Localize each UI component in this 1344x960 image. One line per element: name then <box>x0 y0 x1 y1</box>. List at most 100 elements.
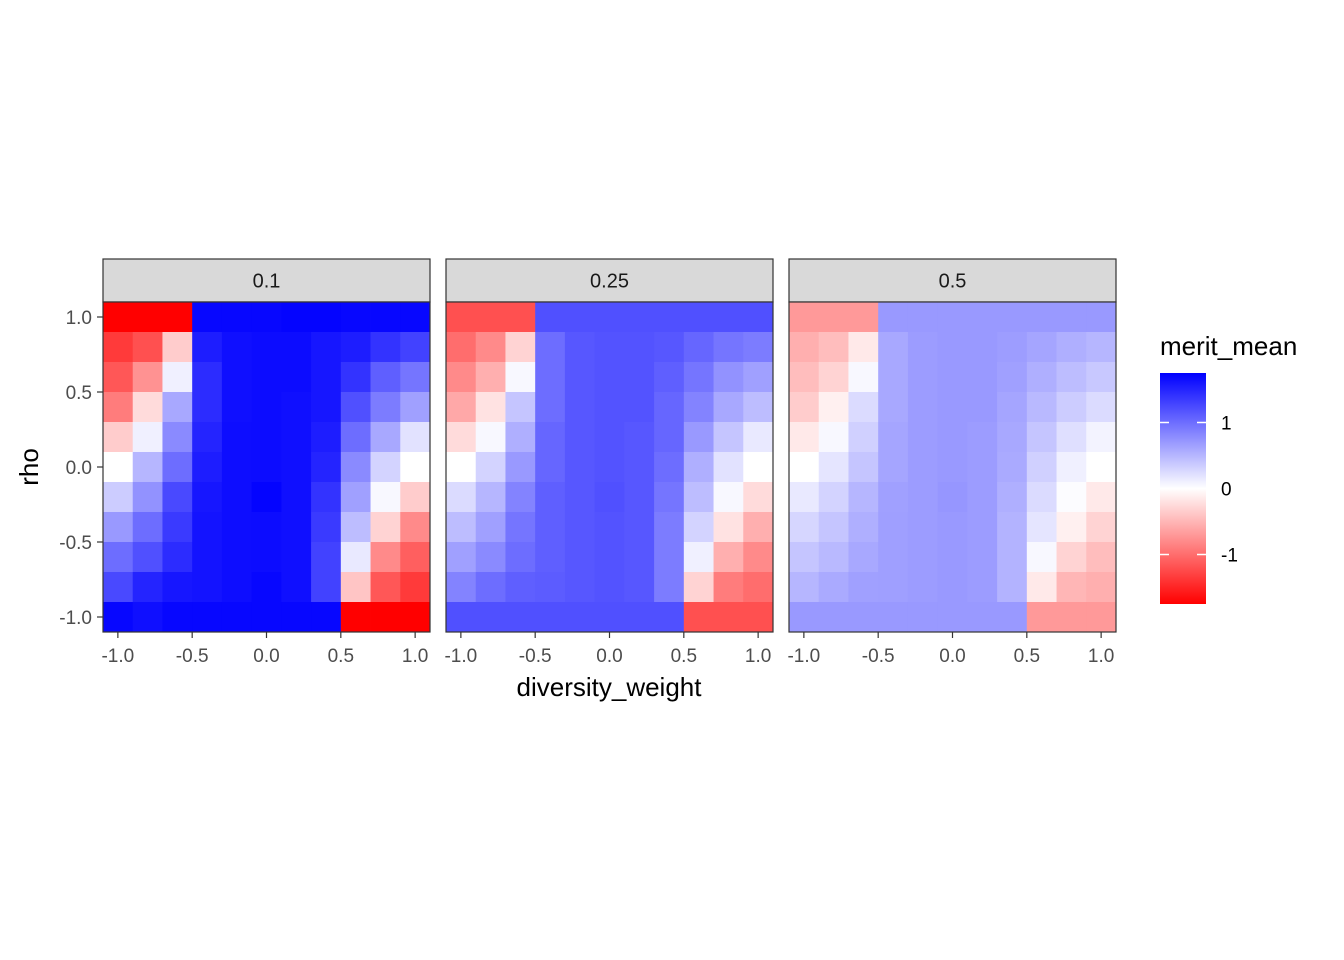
heatmap-cell <box>340 542 371 573</box>
heatmap-cell <box>311 362 342 393</box>
heatmap-cell <box>446 302 477 333</box>
heatmap-cell <box>967 332 998 363</box>
heatmap-cell <box>937 512 968 543</box>
heatmap-cell <box>103 392 134 423</box>
heatmap-cell <box>564 512 596 543</box>
heatmap-cell <box>221 362 253 393</box>
heatmap-cell <box>624 422 655 453</box>
heatmap-cell <box>505 362 536 393</box>
x-tick-label: 1.0 <box>402 646 428 667</box>
heatmap-cell <box>1086 302 1117 333</box>
heatmap-cell <box>848 422 879 453</box>
heatmap-cell <box>281 422 312 453</box>
heatmap-cell <box>340 392 371 423</box>
heatmap-cell <box>535 542 566 573</box>
heatmap-cell <box>251 302 282 333</box>
heatmap-cell <box>713 452 744 483</box>
heatmap-cell <box>818 602 849 633</box>
heatmap-cell <box>251 332 282 363</box>
heatmap-cell <box>937 452 968 483</box>
heatmap-cell <box>281 482 312 513</box>
heatmap-cell <box>370 302 401 333</box>
heatmap-cell <box>594 422 625 453</box>
heatmap-cell <box>937 332 968 363</box>
heatmap-cell <box>192 512 223 543</box>
heatmap-cell <box>997 392 1028 423</box>
heatmap-cell <box>340 302 371 333</box>
heatmap-cell <box>878 422 909 453</box>
heatmap-cell <box>475 422 506 453</box>
heatmap-cell <box>103 542 134 573</box>
heatmap-cell <box>878 482 909 513</box>
heatmap-cell <box>789 332 820 363</box>
heatmap-cell <box>251 452 282 483</box>
heatmap-cell <box>624 542 655 573</box>
heatmap-cell <box>907 572 939 603</box>
heatmap-cell <box>683 482 714 513</box>
heatmap-cell <box>878 392 909 423</box>
heatmap-cell <box>907 512 939 543</box>
heatmap-cell <box>340 362 371 393</box>
heatmap-cell <box>818 332 849 363</box>
heatmap-cell <box>400 302 431 333</box>
heatmap-cell <box>400 452 431 483</box>
heatmap-cell <box>251 512 282 543</box>
heatmap-cell <box>624 362 655 393</box>
heatmap-cell <box>475 302 506 333</box>
heatmap-cell <box>713 482 744 513</box>
heatmap-cell <box>937 362 968 393</box>
heatmap-cell <box>967 392 998 423</box>
heatmap-cell <box>624 452 655 483</box>
heatmap-cell <box>789 482 820 513</box>
heatmap-cell <box>505 332 536 363</box>
heatmap-cell <box>400 512 431 543</box>
heatmap-cell <box>311 572 342 603</box>
heatmap-cell <box>475 542 506 573</box>
heatmap-cell <box>878 332 909 363</box>
heatmap-cell <box>997 452 1028 483</box>
heatmap-tiles <box>789 302 1117 633</box>
heatmap-cell <box>446 602 477 633</box>
heatmap-cell <box>907 602 939 633</box>
heatmap-cell <box>967 422 998 453</box>
heatmap-cell <box>192 392 223 423</box>
heatmap-cell <box>103 302 134 333</box>
heatmap-cell <box>535 422 566 453</box>
heatmap-cell <box>1086 332 1117 363</box>
x-tick-label: -1.0 <box>444 646 477 667</box>
heatmap-cell <box>594 512 625 543</box>
heatmap-cell <box>340 332 371 363</box>
heatmap-cell <box>997 302 1028 333</box>
y-tick-label: -1.0 <box>59 608 92 629</box>
heatmap-cell <box>400 482 431 513</box>
heatmap-cell <box>848 512 879 543</box>
heatmap-cell <box>192 422 223 453</box>
heatmap-cell <box>370 482 401 513</box>
heatmap-cell <box>162 332 193 363</box>
heatmap-cell <box>221 422 253 453</box>
heatmap-cell <box>743 302 774 333</box>
heatmap-cell <box>713 572 744 603</box>
heatmap-cell <box>221 482 253 513</box>
heatmap-cell <box>743 542 774 573</box>
heatmap-cell <box>564 542 596 573</box>
heatmap-cell <box>818 362 849 393</box>
heatmap-cell <box>132 392 163 423</box>
heatmap-cell <box>370 572 401 603</box>
heatmap-cell <box>1056 332 1087 363</box>
facet-panel: 0.1 -1.0 -0.5 0.0 0.5 1.0 1.0 0.5 0.0 -0.5 -1.0 <box>59 258 431 667</box>
heatmap-cell <box>654 422 685 453</box>
heatmap-cell <box>937 542 968 573</box>
heatmap-cell <box>1026 422 1057 453</box>
heatmap-cell <box>564 422 596 453</box>
heatmap-cell <box>311 512 342 543</box>
heatmap-cell <box>937 482 968 513</box>
heatmap-cell <box>370 332 401 363</box>
heatmap-cell <box>594 542 625 573</box>
heatmap-cell <box>446 422 477 453</box>
heatmap-cell <box>311 422 342 453</box>
x-tick-label: -0.5 <box>176 646 209 667</box>
heatmap-cell <box>713 362 744 393</box>
heatmap-cell <box>818 482 849 513</box>
heatmap-cell <box>654 512 685 543</box>
